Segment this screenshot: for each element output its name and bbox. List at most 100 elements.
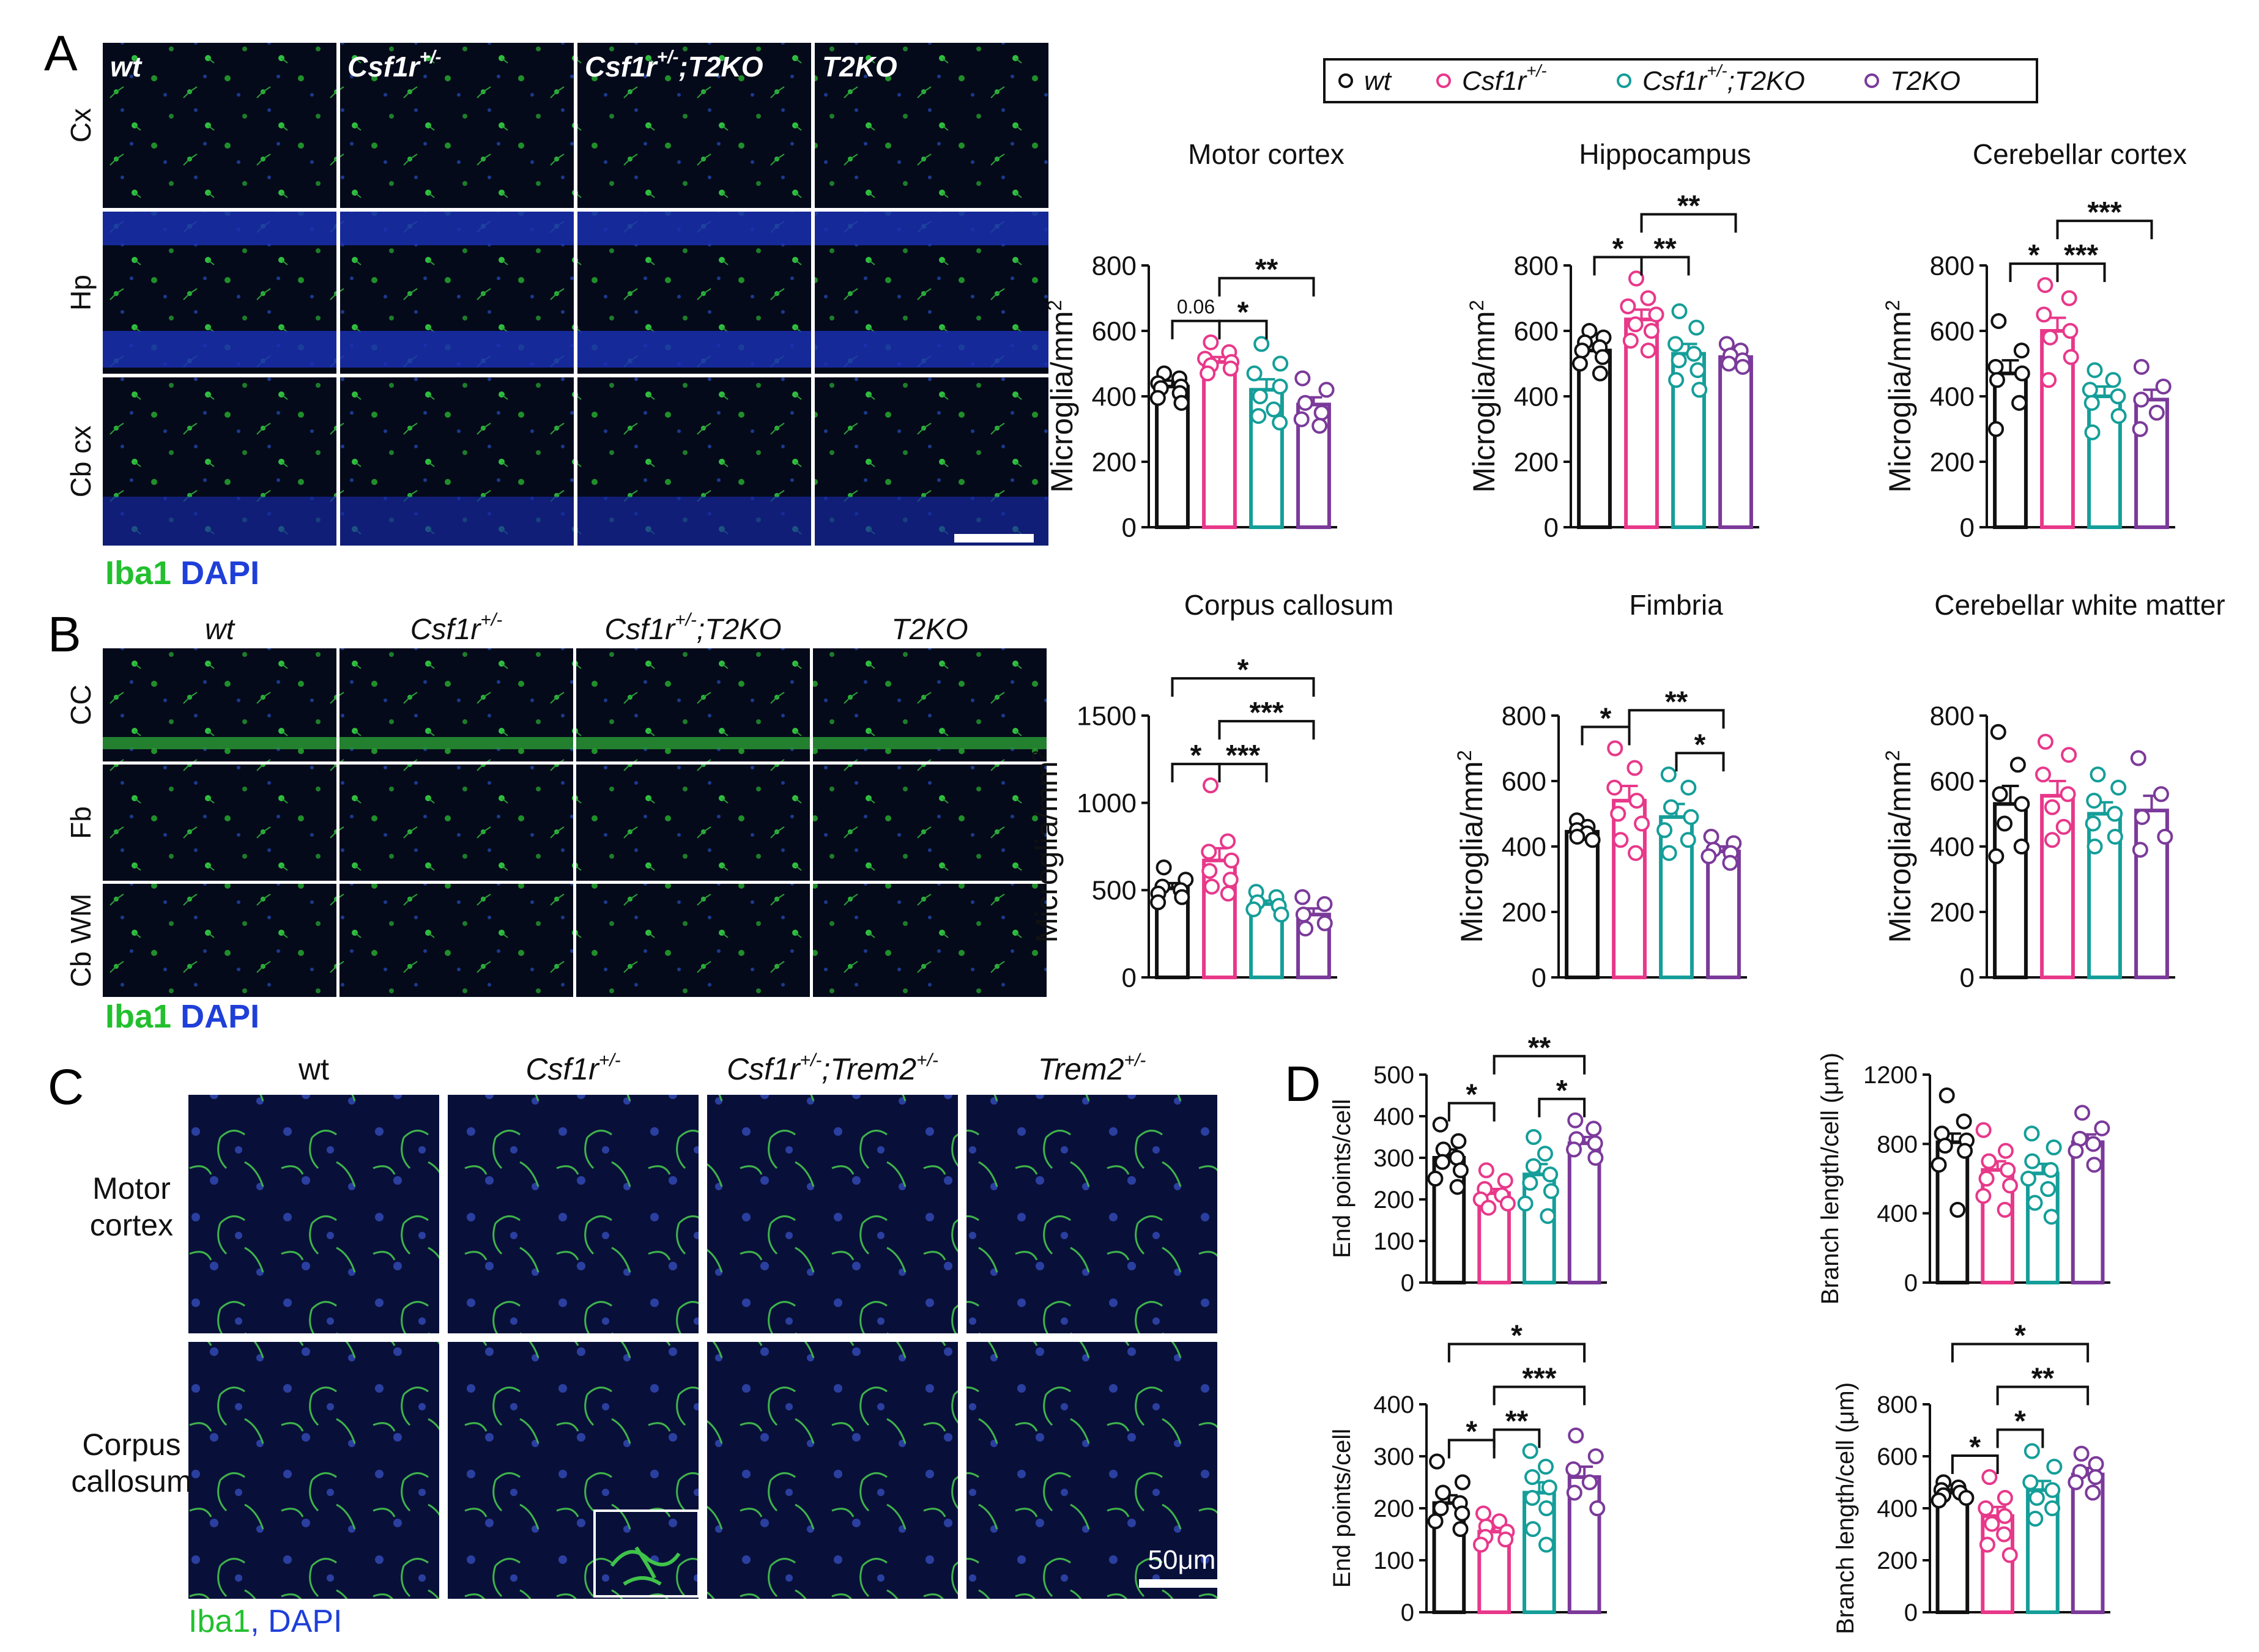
- legend-marker-0: [1338, 73, 1353, 88]
- data-point: [1252, 388, 1268, 404]
- micrograph-column-label-text2: ;Trem2: [822, 1052, 916, 1086]
- micrograph-column-label-text: wt: [205, 613, 236, 646]
- significance-label: ***: [1522, 1363, 1556, 1395]
- data-point: [1203, 334, 1219, 350]
- data-point: [2132, 842, 2148, 858]
- significance-label: ***: [2087, 196, 2121, 229]
- data-point: [2084, 424, 2101, 440]
- y-axis-label: Microglia/mm2: [1028, 750, 1064, 943]
- data-point: [2060, 786, 2076, 802]
- bar: [1935, 1491, 1970, 1614]
- y-tick-label: 200: [1930, 447, 1975, 477]
- significance-label: *: [1694, 728, 1706, 761]
- y-axis-label: End points/cell: [1329, 1429, 1356, 1588]
- y-tick-label: 200: [1930, 897, 1975, 927]
- bar: [1993, 802, 2028, 979]
- data-point: [1574, 343, 1590, 359]
- y-tick-label: 0: [1544, 513, 1559, 543]
- micrograph-column-label: T2KO: [822, 51, 897, 83]
- data-point: [1155, 859, 1172, 876]
- data-point: [1434, 1154, 1451, 1170]
- data-point: [1204, 878, 1220, 895]
- micrograph-band: [576, 737, 810, 749]
- data-point: [1220, 886, 1236, 902]
- y-axis-label: Microglia/mm2: [1466, 300, 1501, 492]
- data-point: [1606, 779, 1623, 796]
- data-point: [2153, 786, 2169, 802]
- data-point: [1996, 1526, 2012, 1543]
- micrograph-band: [340, 331, 574, 368]
- data-point: [1988, 421, 2005, 437]
- significance-label: 0.06: [1177, 296, 1215, 318]
- data-point: [2134, 809, 2150, 825]
- y-axis-label: Microglia/mm2: [1453, 750, 1489, 943]
- micrograph-tile: [188, 1342, 439, 1599]
- legend-label-1-text: Csf1r: [1462, 66, 1527, 96]
- significance-label: *: [1237, 654, 1249, 686]
- chart-title: Fimbria: [1629, 589, 1723, 621]
- micrograph-band: [340, 212, 574, 245]
- chart-title: Cerebellar white matter: [1934, 589, 2225, 621]
- data-point: [2027, 1511, 2044, 1527]
- significance-bracket: [1493, 1054, 1586, 1075]
- data-point: [1524, 1521, 1541, 1537]
- micrograph-column-label-text: Csf1r: [727, 1052, 801, 1086]
- data-point: [1663, 799, 1679, 815]
- micrograph-c-column-labels: wt Csf1r+/- Csf1r+/-;Trem2+/- Trem2+/-: [298, 1050, 1146, 1086]
- data-point: [2046, 1139, 2062, 1155]
- chart-a1: Motor cortex 0 200 400 600 800 Microglia/mm2 0.…: [1044, 138, 1345, 543]
- data-point: [1200, 365, 1216, 382]
- significance-label: ***: [2064, 239, 2098, 272]
- micrograph-column-label-text: Csf1r: [347, 51, 421, 83]
- data-point: [2085, 815, 2101, 832]
- micrograph-tile: [815, 43, 1048, 208]
- data-point: [1656, 822, 1673, 839]
- data-point: [2044, 1500, 2061, 1516]
- data-point: [1975, 1188, 1992, 1204]
- data-point: [2001, 1547, 2018, 1563]
- data-point: [2044, 1482, 2061, 1498]
- data-point: [1449, 1179, 1466, 1195]
- bar: [1202, 360, 1237, 529]
- micrograph-tile: [576, 884, 810, 997]
- y-axis-label-sup: 2: [1882, 300, 1904, 311]
- data-point: [1452, 1521, 1469, 1537]
- data-point: [2130, 750, 2146, 766]
- y-tick-label: 300: [1373, 1443, 1414, 1470]
- y-axis-label-text: Microglia/mm: [1467, 311, 1501, 492]
- y-axis-label-text: Microglia/mm: [1029, 761, 1064, 943]
- data-point: [1540, 1208, 1556, 1224]
- data-point: [2037, 733, 2053, 750]
- chart-d2: 0 400 800 1200 Branch length/cell (μm): [1817, 1053, 2110, 1305]
- significance-label: **: [1505, 1406, 1529, 1438]
- stain-label-c: Iba1, DAPI: [188, 1604, 343, 1639]
- y-tick-label: 600: [1930, 316, 1975, 346]
- significance-label: *: [2014, 1406, 2026, 1438]
- data-point: [1297, 920, 1314, 937]
- data-point: [2074, 1105, 2091, 1121]
- data-point: [2043, 1209, 2060, 1225]
- data-point: [2105, 372, 2121, 388]
- micrograph-band: [815, 212, 1048, 245]
- data-point: [1220, 833, 1236, 850]
- y-axis-label-sup: 2: [1453, 750, 1475, 761]
- y-tick-label: 800: [1930, 701, 1975, 731]
- y-tick-label: 1000: [1077, 788, 1137, 818]
- y-axis-label-text: Branch length/cell (μm): [1832, 1382, 1859, 1634]
- data-point: [1253, 336, 1270, 352]
- micrograph-band: [103, 331, 336, 368]
- micrograph-tile: [339, 765, 573, 881]
- data-point: [1566, 1141, 1582, 1158]
- data-point: [2013, 839, 2030, 854]
- y-tick-label: 200: [1373, 1495, 1414, 1522]
- data-point: [2020, 1171, 2036, 1187]
- data-point: [2014, 365, 2030, 382]
- micrograph-column-label: Csf1r+/-;Trem2+/-: [727, 1050, 938, 1086]
- scalebar-c: [1139, 1579, 1225, 1588]
- data-point: [1660, 766, 1677, 783]
- micrograph-row-label: Cb cx: [65, 426, 97, 498]
- significance-label: *: [2028, 239, 2040, 272]
- significance-bracket: [1996, 1385, 2090, 1406]
- data-point: [1318, 382, 1335, 398]
- data-point: [1429, 1453, 1445, 1470]
